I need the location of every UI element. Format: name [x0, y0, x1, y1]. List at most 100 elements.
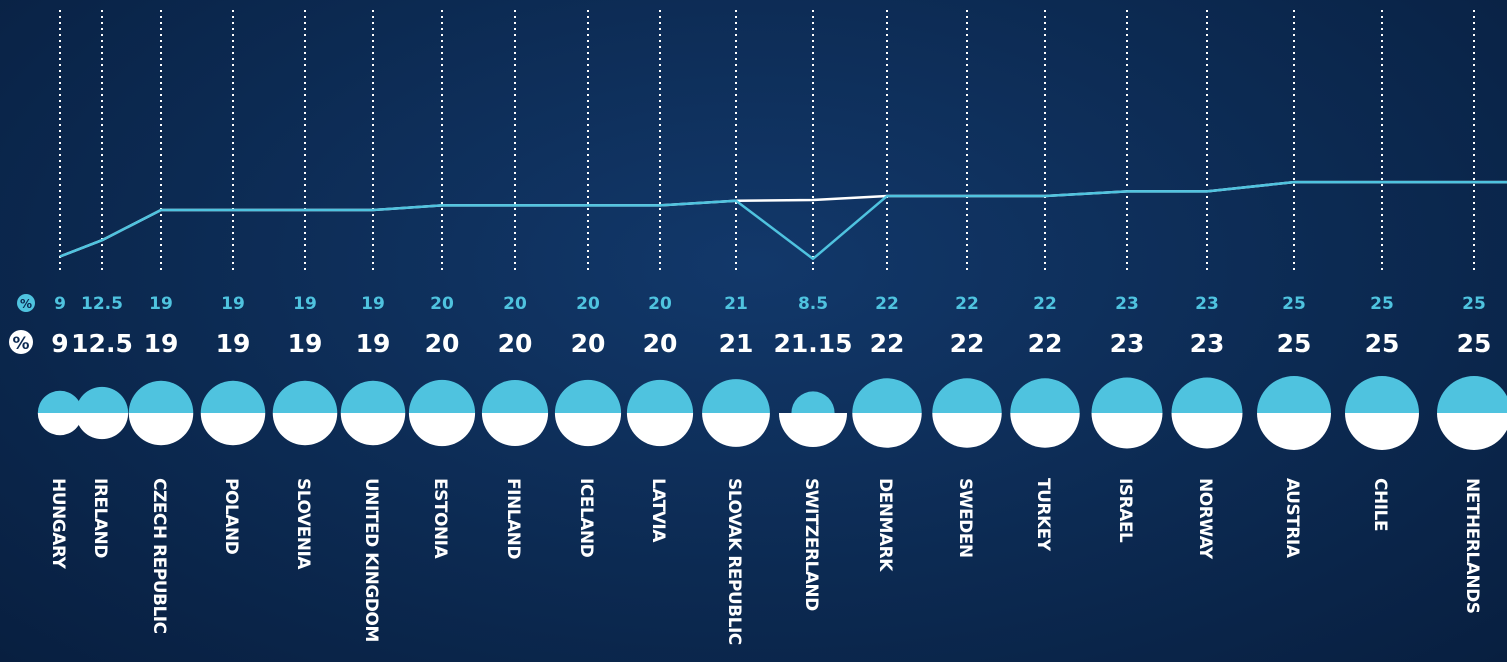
circle-top-half	[37, 390, 83, 413]
circle-top-half	[75, 386, 129, 413]
circle-bottom-half	[75, 413, 129, 440]
country-label: SLOVENIA	[293, 478, 313, 570]
circle-top-half	[1171, 377, 1243, 413]
value-label-white: 23	[1190, 329, 1225, 358]
circle-top-half	[852, 378, 922, 413]
value-label-cyan: 21	[724, 294, 748, 314]
circle-top-half	[626, 379, 694, 413]
country-label: NORWAY	[1195, 478, 1215, 560]
country-label: ISRAEL	[1115, 478, 1135, 543]
value-label-white: 25	[1277, 329, 1312, 358]
circle-bottom-half	[1257, 413, 1331, 450]
value-label-white: 19	[288, 329, 323, 358]
circle-top-half	[1257, 376, 1331, 413]
value-label-white: 25	[1365, 329, 1400, 358]
percent-symbol-cyan: %	[20, 297, 32, 311]
value-label-white: 9	[51, 329, 68, 358]
circle-bottom-half	[1437, 413, 1507, 450]
value-label-cyan: 20	[430, 294, 454, 314]
series-line-cyan	[59, 180, 1507, 261]
percent-icon-white: %	[9, 330, 33, 354]
value-label-white: 20	[643, 329, 678, 358]
value-label-white: 21	[719, 329, 754, 358]
circle-bottom-half	[481, 413, 549, 447]
circle-top-half	[1091, 377, 1163, 413]
value-label-cyan: 23	[1115, 294, 1139, 314]
value-label-white: 22	[950, 329, 985, 358]
circle-bottom-half	[702, 413, 770, 447]
value-label-white: 19	[356, 329, 391, 358]
circle-bottom-half	[778, 413, 848, 448]
value-label-white: 21.15	[773, 329, 852, 358]
value-label-white: 20	[498, 329, 533, 358]
circle-bottom-half	[408, 413, 476, 447]
circle-top-half	[791, 391, 835, 413]
circle-top-half	[702, 379, 770, 413]
country-label: SLOVAK REPUBLIC	[724, 478, 744, 645]
circle-bottom-half	[1010, 413, 1080, 448]
country-labels: HUNGARY IRELAND CZECH REPUBLIC POLAND SLOVEN…	[48, 478, 1482, 645]
value-labels: % % 9912.512.519191919191919192020202020…	[9, 294, 1491, 358]
country-label: SWEDEN	[955, 478, 975, 558]
value-label-white: 22	[1028, 329, 1063, 358]
value-label-cyan: 20	[503, 294, 527, 314]
series-lines	[59, 180, 1507, 261]
value-label-cyan: 19	[293, 294, 317, 314]
value-label-white: 20	[425, 329, 460, 358]
series-line-white	[59, 180, 1507, 258]
value-label-cyan: 22	[1033, 294, 1057, 314]
grid-lines	[59, 10, 1475, 272]
country-label: UNITED KINGDOM	[361, 478, 381, 642]
country-label: ICELAND	[576, 478, 596, 558]
circle-top-half	[128, 380, 194, 413]
country-label: CZECH REPUBLIC	[149, 478, 169, 634]
circle-top-half	[1437, 376, 1507, 413]
country-label: TURKEY	[1033, 478, 1053, 552]
circle-bottom-half	[1091, 413, 1163, 449]
circle-bottom-half	[554, 413, 622, 447]
value-label-cyan: 20	[648, 294, 672, 314]
percent-symbol-white: %	[12, 334, 29, 354]
country-label: FINLAND	[503, 478, 523, 559]
circle-bottom-half	[200, 413, 266, 446]
circle-bottom-half	[37, 413, 83, 436]
value-circles	[37, 376, 1507, 450]
circle-bottom-half	[626, 413, 694, 447]
percent-icon-cyan: %	[17, 294, 35, 312]
circle-top-half	[272, 380, 338, 413]
circle-top-half	[408, 379, 476, 413]
country-label: AUSTRIA	[1282, 478, 1302, 559]
value-label-white: 25	[1457, 329, 1492, 358]
value-label-white: 19	[216, 329, 251, 358]
value-label-cyan: 22	[875, 294, 899, 314]
country-label: DENMARK	[875, 478, 895, 572]
circle-top-half	[554, 379, 622, 413]
circle-top-half	[340, 380, 406, 413]
country-label: POLAND	[221, 478, 241, 555]
value-label-cyan: 25	[1462, 294, 1486, 314]
circle-top-half	[1345, 376, 1419, 413]
circle-bottom-half	[932, 413, 1002, 448]
value-label-cyan: 19	[361, 294, 385, 314]
circle-bottom-half	[340, 413, 406, 446]
value-label-white: 23	[1110, 329, 1145, 358]
value-label-white: 19	[144, 329, 179, 358]
country-label: HUNGARY	[48, 478, 68, 570]
country-label: SWITZERLAND	[801, 478, 821, 611]
circle-bottom-half	[1345, 413, 1419, 450]
circle-bottom-half	[852, 413, 922, 448]
country-label: NETHERLANDS	[1462, 478, 1482, 613]
circle-bottom-half	[1171, 413, 1243, 449]
country-label: ESTONIA	[430, 478, 450, 559]
country-label: LATVIA	[648, 478, 668, 543]
circle-top-half	[481, 379, 549, 413]
circle-top-half	[932, 378, 1002, 413]
value-label-cyan: 12.5	[81, 294, 123, 314]
circle-top-half	[1010, 378, 1080, 413]
value-label-cyan: 19	[149, 294, 173, 314]
value-label-cyan: 19	[221, 294, 245, 314]
circle-top-half	[200, 380, 266, 413]
circle-bottom-half	[272, 413, 338, 446]
circle-bottom-half	[128, 413, 194, 446]
